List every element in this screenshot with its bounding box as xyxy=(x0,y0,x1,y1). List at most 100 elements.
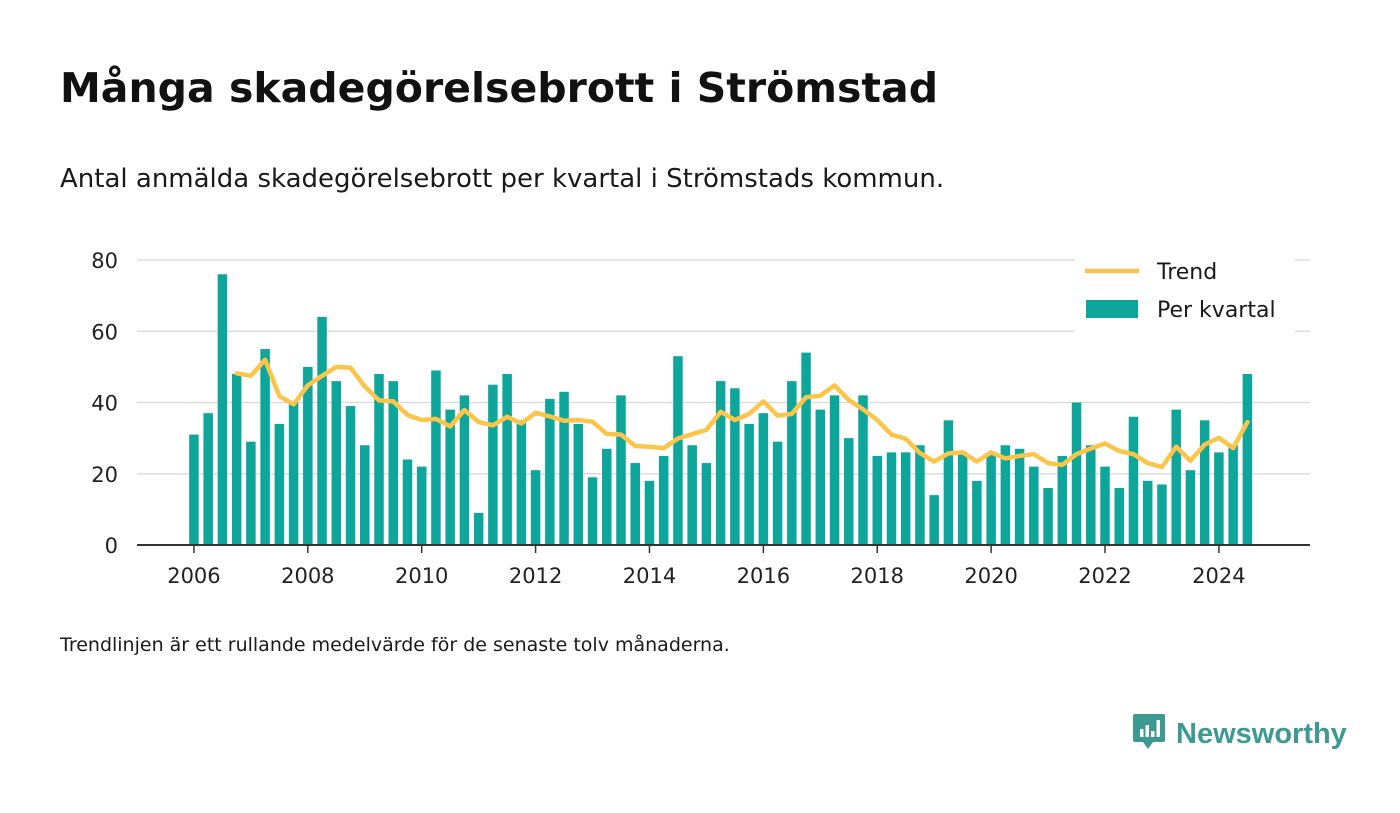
x-tick-label: 2008 xyxy=(281,564,334,588)
chart-subtitle: Antal anmälda skadegörelsebrott per kvar… xyxy=(60,164,945,194)
bar xyxy=(1114,488,1124,545)
bar xyxy=(246,441,256,545)
bars-per-kvartal xyxy=(189,274,1253,545)
bar xyxy=(345,406,356,545)
bar xyxy=(900,452,911,545)
bar xyxy=(829,395,840,545)
bar xyxy=(1014,448,1025,545)
bar xyxy=(715,381,726,545)
bar xyxy=(516,420,527,545)
x-tick-label: 2012 xyxy=(509,564,562,588)
bar xyxy=(1214,452,1224,545)
bar xyxy=(1171,409,1181,545)
trend-line-group xyxy=(234,357,1250,470)
bar xyxy=(787,381,797,545)
bar xyxy=(274,423,285,545)
bar xyxy=(658,455,669,545)
y-tick-label: 80 xyxy=(91,249,118,273)
bar xyxy=(374,374,384,545)
y-tick-label: 60 xyxy=(91,320,118,344)
bar xyxy=(1242,374,1253,545)
x-tick-label: 2010 xyxy=(395,564,448,588)
bar xyxy=(972,480,982,545)
bar xyxy=(730,388,740,545)
bar xyxy=(545,398,555,545)
bar xyxy=(1142,480,1153,545)
bar xyxy=(1199,420,1210,545)
legend-bar-swatch xyxy=(1086,300,1138,318)
bar xyxy=(317,317,327,545)
bar xyxy=(502,374,512,545)
legend-label-trend: Trend xyxy=(1156,260,1217,285)
bar xyxy=(844,438,854,545)
bar xyxy=(402,459,413,545)
y-tick-label: 20 xyxy=(91,463,118,487)
bar xyxy=(573,423,584,545)
x-tick-label: 2024 xyxy=(1192,564,1245,588)
bar xyxy=(687,445,697,545)
trend-line xyxy=(234,357,1250,470)
bar xyxy=(872,455,882,545)
bar xyxy=(957,452,968,545)
bar xyxy=(473,512,484,545)
bar xyxy=(929,495,939,545)
bar xyxy=(445,409,455,545)
bar xyxy=(231,374,242,545)
x-tick-label: 2020 xyxy=(964,564,1017,588)
bar xyxy=(1128,416,1139,545)
bar xyxy=(1086,445,1096,545)
legend-background xyxy=(1075,255,1295,333)
bar xyxy=(1185,470,1196,545)
bar xyxy=(217,274,228,545)
bar xyxy=(416,466,427,545)
bar xyxy=(701,463,712,545)
bar xyxy=(815,409,826,545)
newsworthy-logo[interactable]: Newsworthy xyxy=(1132,712,1347,756)
bar xyxy=(644,480,655,545)
bar xyxy=(288,402,299,545)
bar xyxy=(189,434,199,545)
bar xyxy=(1043,488,1053,545)
bar xyxy=(1157,484,1167,545)
x-axis-ticks: 2006 2008 2010 2012 2014 2016 2018 2020 2022 2024 xyxy=(167,545,1246,588)
bar xyxy=(1057,455,1068,545)
bar xyxy=(260,349,270,545)
x-tick-label: 2022 xyxy=(1078,564,1131,588)
bar xyxy=(388,381,398,545)
bar xyxy=(530,470,541,545)
newsworthy-logo-icon xyxy=(1132,712,1166,756)
bar xyxy=(986,452,996,545)
y-tick-label: 0 xyxy=(105,534,118,558)
bar xyxy=(616,395,626,545)
bar xyxy=(1228,445,1238,545)
y-tick-label: 40 xyxy=(91,392,118,416)
bar xyxy=(602,448,612,545)
bar xyxy=(673,356,683,545)
legend: Trend Per kvartal xyxy=(1075,255,1295,333)
x-tick-label: 2018 xyxy=(851,564,904,588)
bar xyxy=(203,413,213,545)
chart-title: Många skadegörelsebrott i Strömstad xyxy=(60,64,939,112)
y-axis-ticks: 0 20 40 60 80 xyxy=(91,249,118,558)
legend-label-per-kvartal: Per kvartal xyxy=(1157,298,1276,323)
bar xyxy=(488,384,498,545)
x-tick-label: 2006 xyxy=(167,564,220,588)
x-tick-label: 2016 xyxy=(737,564,790,588)
newsworthy-logo-text: Newsworthy xyxy=(1176,717,1347,750)
bar xyxy=(630,463,640,545)
bar xyxy=(1071,402,1082,545)
bar xyxy=(1029,466,1039,545)
bar xyxy=(459,395,470,545)
x-tick-label: 2014 xyxy=(623,564,676,588)
bar xyxy=(772,441,783,545)
bar xyxy=(1100,466,1110,545)
bar xyxy=(360,445,370,545)
bar xyxy=(758,413,769,545)
bar xyxy=(431,370,441,545)
bar xyxy=(587,477,598,545)
bar xyxy=(858,395,868,545)
bar xyxy=(559,391,569,545)
bar xyxy=(915,445,925,545)
bar xyxy=(886,452,897,545)
